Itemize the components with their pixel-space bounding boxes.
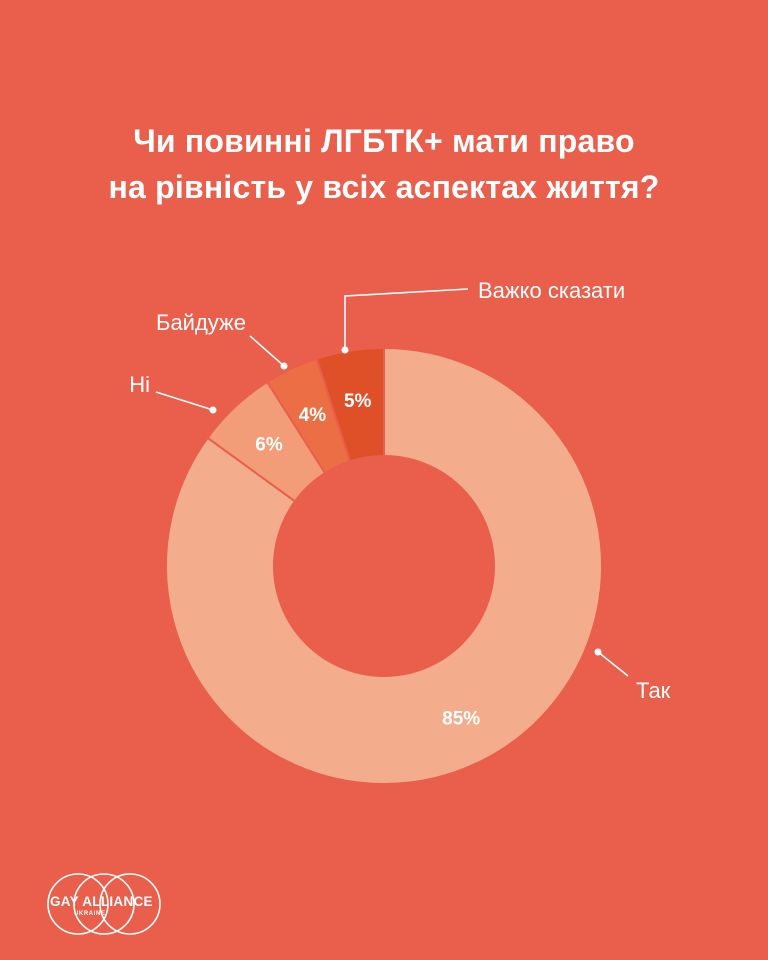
slice-category-label-0: Так <box>636 678 671 703</box>
donut-slice-0 <box>165 346 603 785</box>
callout-line-2 <box>249 335 285 367</box>
callout-line-0 <box>597 651 629 677</box>
slice-value-label-0: 85% <box>442 708 480 729</box>
logo-name: GAY ALLIANCE <box>50 894 153 909</box>
logo-sub: UKRAINE <box>74 911 106 917</box>
slice-category-label-3: Важко сказати <box>478 278 625 303</box>
slice-value-label-2: 4% <box>299 405 327 426</box>
logo-rings-icon <box>47 873 161 935</box>
chart-title-line-1: Чи повинні ЛГБТК+ мати право <box>133 123 635 159</box>
chart-title: Чи повинні ЛГБТК+ мати право на рівність… <box>0 118 768 210</box>
callout-line-1 <box>155 391 214 411</box>
slice-category-label-1: Ні <box>129 372 150 397</box>
chart-title-line-2: на рівність у всіх аспектах життя? <box>108 169 660 205</box>
gay-alliance-logo: GAY ALLIANCE UKRAINE <box>42 870 162 940</box>
slice-category-label-2: Байдуже <box>156 310 246 335</box>
slice-value-label-1: 6% <box>255 435 283 456</box>
callout-line-3 <box>344 288 469 350</box>
slice-value-label-3: 5% <box>344 391 372 412</box>
donut-slice-3 <box>315 346 385 463</box>
